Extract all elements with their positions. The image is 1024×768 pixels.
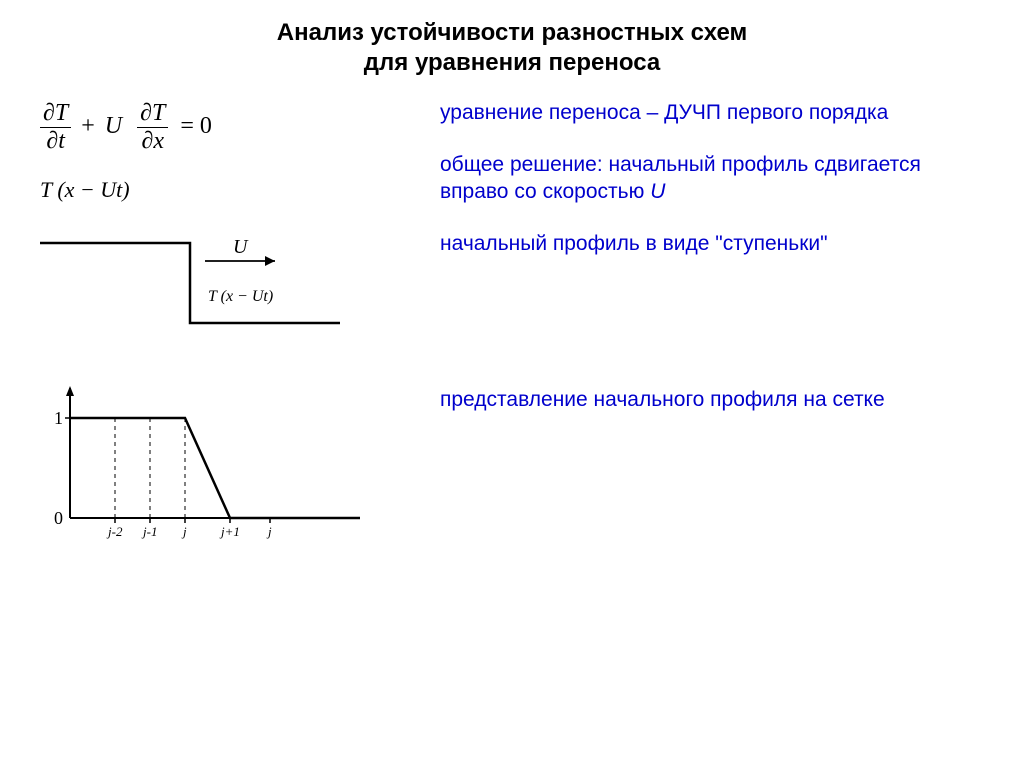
frac1-den: ∂t	[40, 128, 71, 155]
svg-text:j-1: j-1	[141, 524, 157, 539]
svg-text:j-2: j-2	[106, 524, 123, 539]
para-1: уравнение переноса – ДУЧП первого порядк…	[440, 100, 980, 126]
svg-text:j: j	[181, 524, 187, 539]
left-column: ∂T ∂t + U ∂T ∂x = 0 T (x − Ut) U T (x − U…	[40, 100, 400, 553]
fraction-dx: ∂T ∂x	[137, 100, 168, 155]
frac1-num: ∂T	[40, 100, 71, 128]
svg-text:0: 0	[54, 508, 63, 528]
step-diagram-wrap: U T (x − Ut)	[40, 223, 400, 348]
grid-diagram: 1 0 j-2 j-1 j j+1 j	[40, 378, 370, 548]
para-2: общее решение: начальный профиль сдвигае…	[440, 152, 980, 205]
svg-text:U: U	[233, 236, 249, 258]
frac2-den: ∂x	[137, 128, 168, 155]
right-column: уравнение переноса – ДУЧП первого порядк…	[440, 100, 980, 439]
step-diagram: U T (x − Ut)	[40, 223, 340, 343]
para-3: начальный профиль в виде "ступеньки"	[440, 231, 980, 257]
eq-U: U	[105, 113, 122, 139]
svg-text:j: j	[266, 524, 272, 539]
para-4: представление начального профиля на сетк…	[440, 387, 980, 413]
equation-solution: T (x − Ut)	[40, 177, 400, 203]
title-line-2: для уравнения переноса	[364, 49, 660, 76]
equation-pde: ∂T ∂t + U ∂T ∂x = 0	[40, 100, 400, 155]
para-2-U: U	[650, 180, 665, 203]
eq-plus: +	[77, 113, 99, 139]
svg-text:T (x − Ut): T (x − Ut)	[208, 288, 273, 305]
fraction-dt: ∂T ∂t	[40, 100, 71, 155]
page-title: Анализ устойчивости разностных схем для …	[0, 0, 1024, 78]
svg-text:1: 1	[54, 408, 63, 428]
frac2-num: ∂T	[137, 100, 168, 128]
svg-text:j+1: j+1	[219, 524, 240, 539]
para-2-text: общее решение: начальный профиль сдвигае…	[440, 153, 921, 202]
eq-rhs: = 0	[174, 113, 212, 139]
grid-diagram-wrap: 1 0 j-2 j-1 j j+1 j	[40, 378, 400, 553]
title-line-1: Анализ устойчивости разностных схем	[277, 19, 747, 46]
